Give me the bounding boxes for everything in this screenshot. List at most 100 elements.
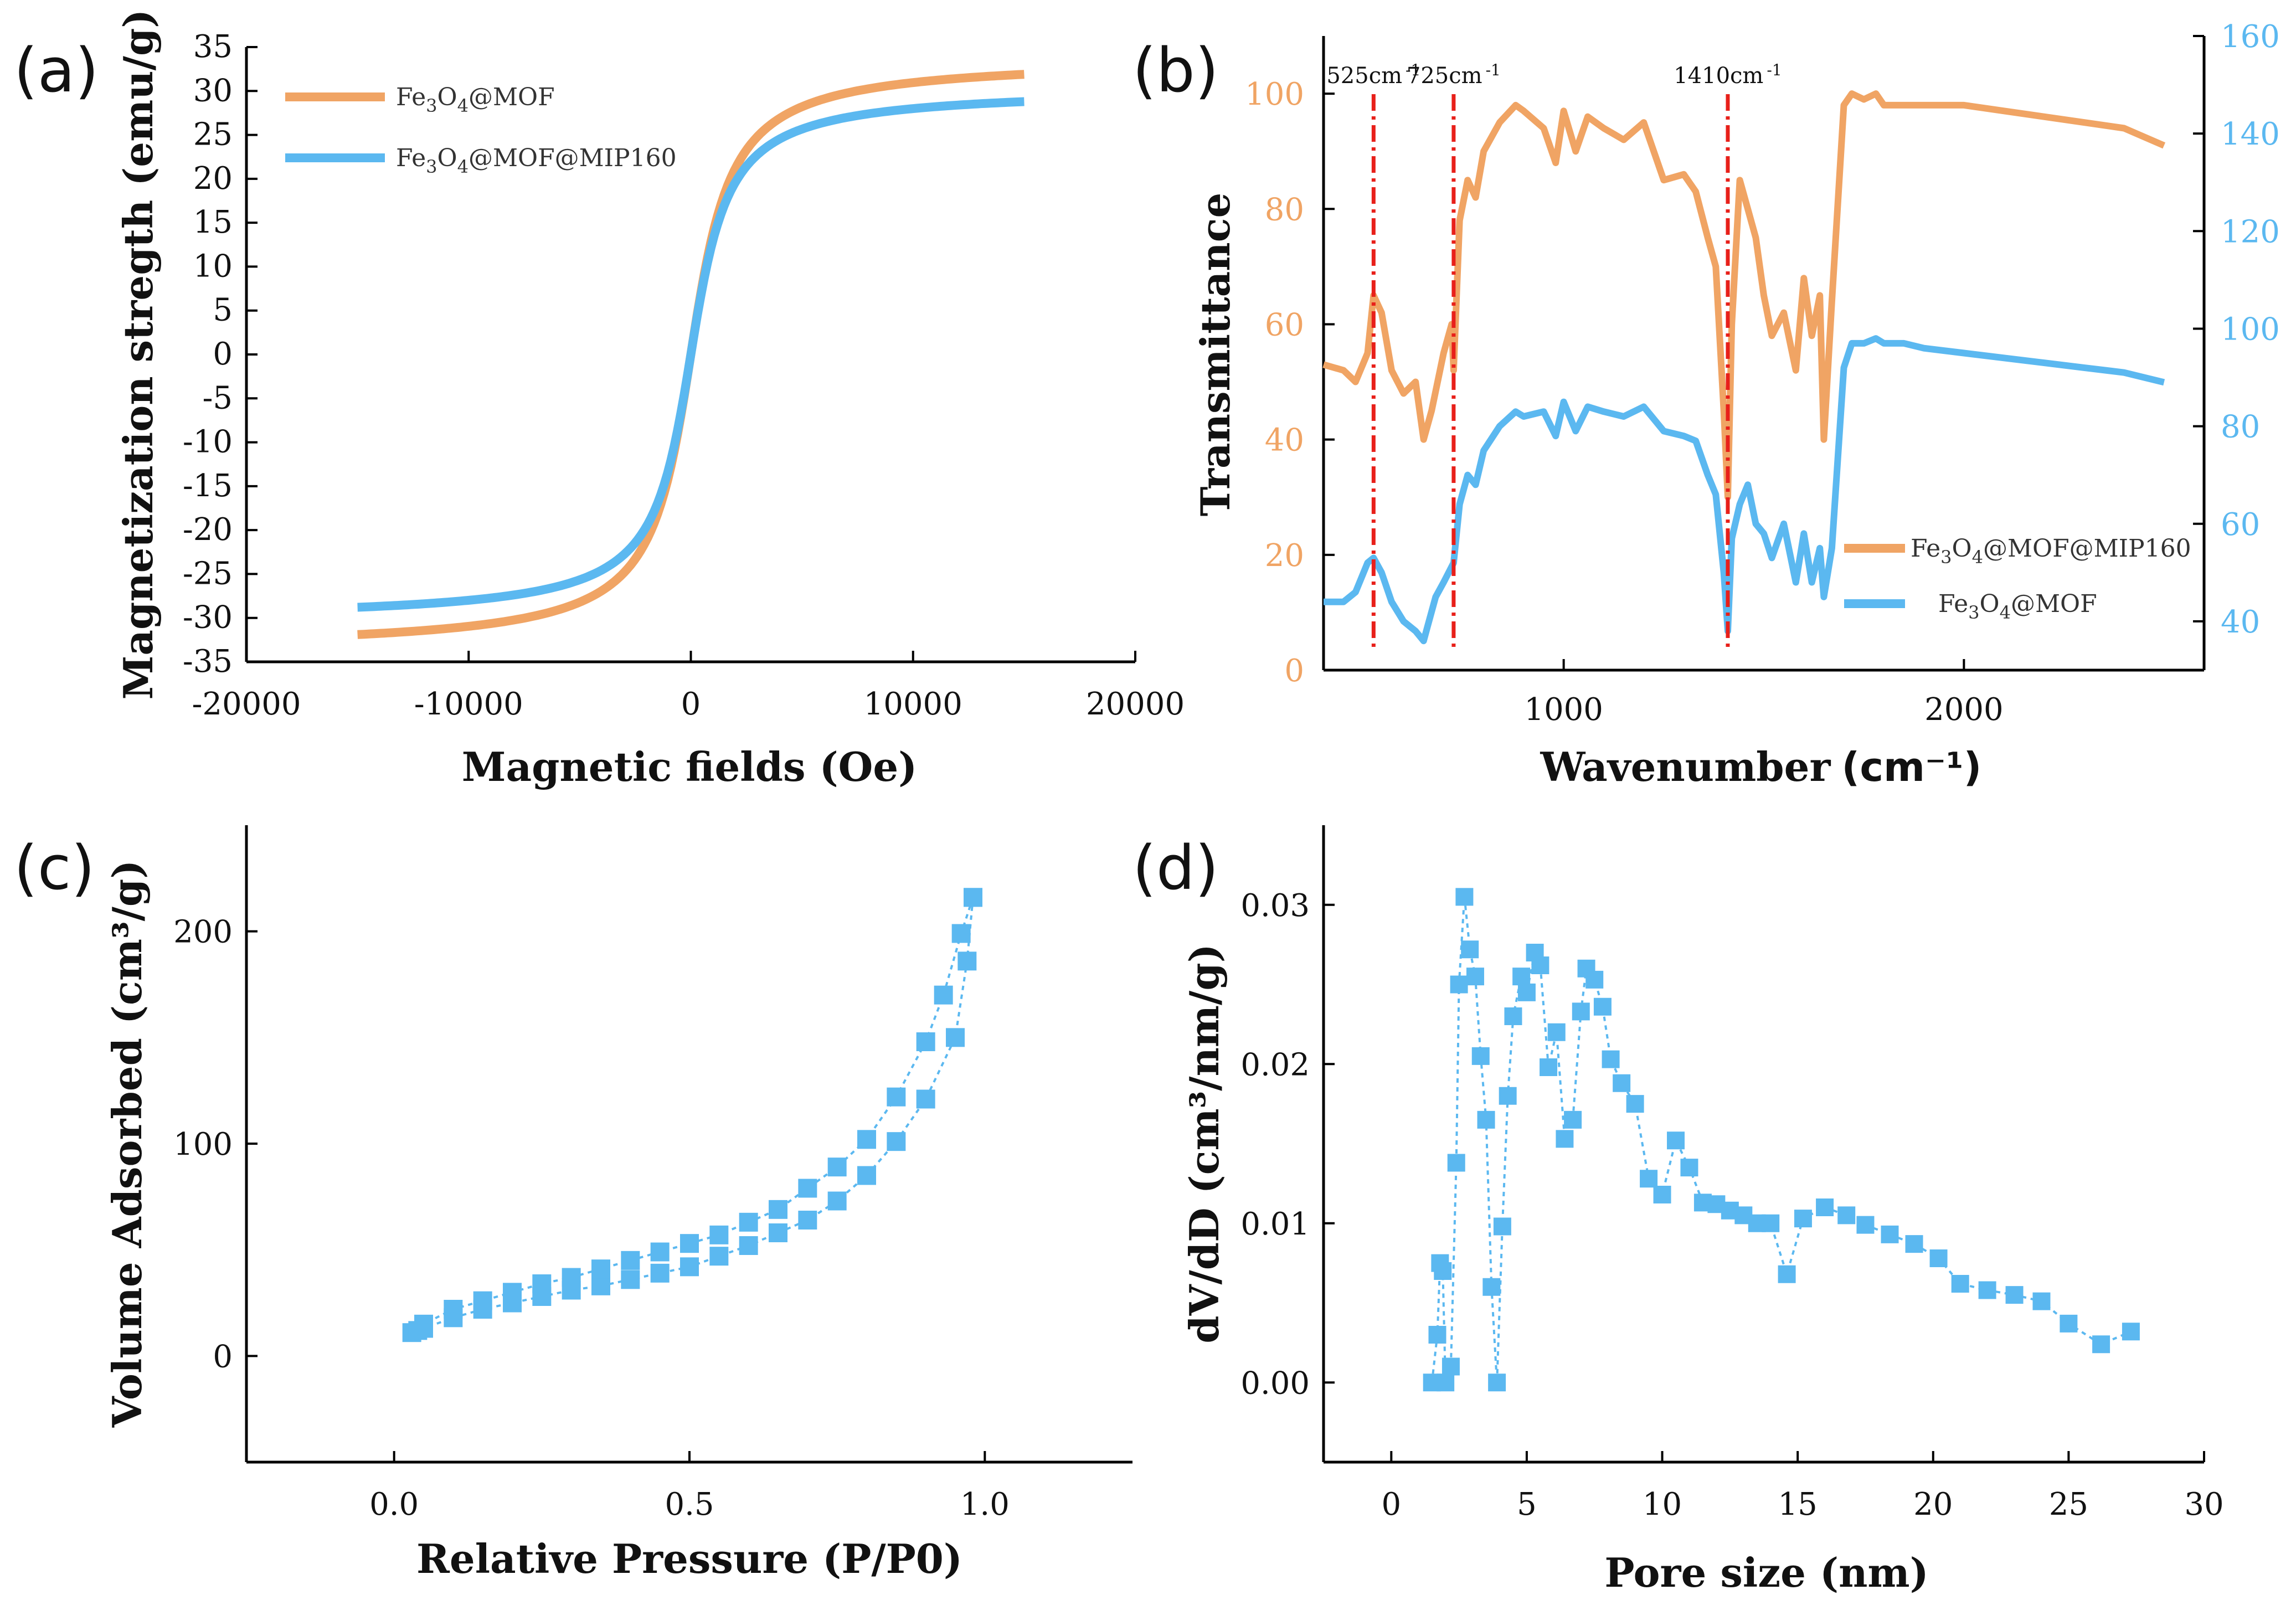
d-point-46 (1837, 1206, 1856, 1225)
d-point-54 (2032, 1292, 2051, 1310)
a-xtick-label-4: 20000 (1086, 686, 1185, 722)
b-ytick-right-label-1: 60 (2221, 507, 2260, 543)
c-point-desorption-13 (621, 1251, 640, 1270)
c-point-desorption-2 (934, 985, 953, 1005)
c-xtick-label-1: 0.5 (665, 1486, 714, 1522)
c-point-desorption-6 (827, 1158, 847, 1177)
a-xtick-label-3: 10000 (864, 686, 962, 722)
d-point-3 (1434, 1262, 1452, 1280)
b-legend-label-1: Fe3O4@MOF@MIP160 (1911, 534, 2191, 568)
b-ytick-left-label-4: 80 (1265, 192, 1304, 228)
d-point-43 (1778, 1265, 1796, 1283)
d-point-26 (1572, 1002, 1590, 1021)
a-xtick-label-1: -10000 (414, 686, 523, 722)
c-point-desorption-3 (916, 1032, 935, 1051)
d-point-51 (1951, 1275, 1969, 1293)
d-point-49 (1905, 1235, 1923, 1253)
d-series-line (1430, 897, 2132, 1383)
d-point-32 (1626, 1095, 1644, 1113)
d-ylabel: dV/dD (cm³/nm/g) (1181, 944, 1228, 1344)
d-point-55 (2060, 1314, 2078, 1333)
d-xtick-label-5: 25 (2049, 1486, 2088, 1522)
b-ytick-left-label-2: 40 (1265, 423, 1304, 459)
b-ytick-right-label-0: 40 (2221, 604, 2260, 640)
c-point-adsorption-9 (621, 1270, 640, 1289)
d-xlabel: Pore size (nm) (1604, 1549, 1928, 1596)
a-ytick-label-11: -20 (183, 512, 233, 548)
c-point-adsorption-14 (769, 1223, 787, 1242)
d-point-24 (1556, 1130, 1574, 1148)
c-point-desorption-4 (887, 1087, 906, 1107)
c-point-adsorption-21 (957, 951, 977, 971)
c-point-desorption-15 (562, 1268, 581, 1287)
c-point-desorption-18 (473, 1291, 492, 1310)
panel-label-b: (b) (1132, 35, 1219, 106)
c-point-desorption-1 (951, 924, 971, 943)
c-ytick-label-1: 100 (173, 1126, 233, 1162)
b-ytick-left-label-0: 0 (1284, 653, 1304, 689)
panel-label-d: (d) (1132, 832, 1219, 903)
d-point-23 (1547, 1023, 1566, 1041)
c-point-adsorption-17 (857, 1166, 876, 1185)
d-point-5 (1442, 1357, 1460, 1376)
d-point-29 (1593, 997, 1612, 1016)
c-point-desorption-20 (414, 1314, 433, 1334)
c-point-adsorption-13 (739, 1236, 758, 1255)
panel-label-c: (c) (14, 832, 95, 903)
d-ytick-label-2: 0.02 (1240, 1047, 1310, 1083)
a-ytick-label-0: 35 (193, 29, 233, 65)
d-xtick-label-2: 10 (1643, 1486, 1682, 1522)
d-point-42 (1762, 1214, 1780, 1232)
b-ytick-right-label-3: 100 (2221, 311, 2280, 347)
d-point-15 (1493, 1217, 1511, 1236)
b-ytick-right-label-2: 80 (2221, 409, 2260, 445)
d-point-34 (1653, 1186, 1671, 1203)
b-curve-fe3o4-mof-mip160 (1322, 90, 2166, 501)
b-ytick-right-label-5: 140 (2221, 116, 2280, 152)
c-ylabel: Volume Adsorbed (cm³/g) (104, 860, 151, 1428)
d-point-47 (1856, 1216, 1875, 1234)
d-point-30 (1602, 1050, 1620, 1068)
a-legend-label-1: Fe3O4@MOF (396, 83, 555, 116)
b-annot-label-0: 525cm -1 (1326, 61, 1420, 89)
d-xtick-label-0: 0 (1381, 1486, 1401, 1522)
b-xtick-label-1: 2000 (1924, 692, 2004, 728)
b-annot-label-2: 1410cm -1 (1674, 61, 1782, 89)
a-ytick-label-3: 20 (193, 161, 233, 197)
a-ytick-label-9: -10 (183, 424, 233, 460)
d-point-1 (1428, 1326, 1446, 1344)
d-point-25 (1564, 1110, 1582, 1129)
c-ytick-label-0: 0 (213, 1339, 233, 1375)
d-xtick-label-3: 15 (1778, 1486, 1818, 1522)
a-curve-fe3o4-mof-mip160 (356, 97, 1026, 612)
c-point-desorption-19 (444, 1300, 463, 1319)
c-point-desorption-0 (964, 888, 982, 907)
d-xtick-label-6: 30 (2184, 1486, 2223, 1522)
a-ytick-label-5: 10 (193, 248, 233, 284)
panel-c-isotherm: 0 100 200 0.0 0.5 1.0 Relative Pressure (P/P… (104, 825, 1132, 1582)
c-ytick-label-2: 200 (173, 914, 233, 950)
b-annot-label-1: 725cm -1 (1407, 61, 1501, 89)
d-point-35 (1667, 1131, 1685, 1150)
d-point-17 (1504, 1007, 1522, 1025)
d-point-9 (1461, 940, 1479, 959)
d-point-50 (1929, 1249, 1948, 1267)
a-ytick-label-4: 15 (193, 204, 233, 240)
a-xtick-label-2: 0 (681, 686, 701, 722)
a-ytick-label-1: 30 (193, 73, 233, 109)
c-xlabel: Relative Pressure (P/P0) (416, 1535, 962, 1582)
d-point-11 (1471, 1047, 1490, 1065)
b-ytick-left-label-1: 20 (1265, 538, 1304, 574)
c-point-adsorption-15 (798, 1211, 817, 1230)
d-point-28 (1585, 970, 1604, 989)
a-ytick-label-13: -30 (183, 600, 233, 636)
c-point-desorption-11 (680, 1234, 699, 1253)
a-ytick-label-10: -15 (183, 468, 233, 504)
d-point-4 (1437, 1373, 1455, 1392)
panel-label-a: (a) (14, 35, 99, 106)
c-xtick-label-0: 0.0 (369, 1486, 419, 1522)
b-xlabel: Wavenumber (cm⁻¹) (1540, 743, 1982, 790)
b-ytick-right-label-6: 160 (2221, 19, 2280, 55)
d-point-7 (1450, 975, 1468, 994)
